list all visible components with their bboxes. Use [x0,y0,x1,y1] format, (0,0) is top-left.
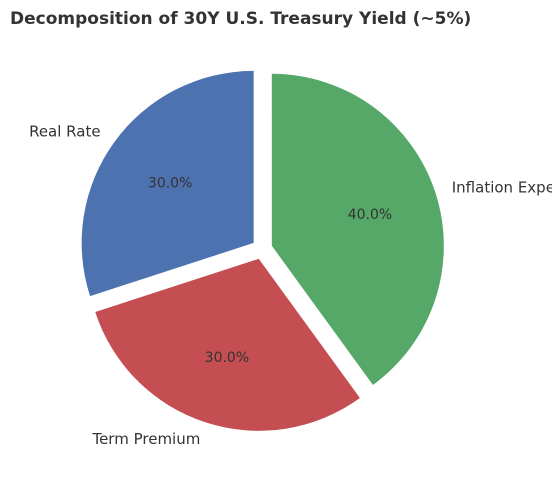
pie-category-label-inflation-expectations: Inflation Expectations [452,178,552,196]
pie-category-label-real-rate: Real Rate [29,123,101,141]
pie-pct-label-term-premium: 30.0% [205,350,249,366]
pie-pct-label-real-rate: 30.0% [148,175,192,191]
pie-slice-term-premium [95,258,360,431]
pie-category-label-term-premium: Term Premium [91,430,200,448]
pie-pct-label-inflation-expectations: 40.0% [348,207,392,223]
chart-title: Decomposition of 30Y U.S. Treasury Yield… [10,9,471,29]
pie-slice-inflation-expectations [271,73,444,385]
pie-slice-real-rate [81,70,254,297]
